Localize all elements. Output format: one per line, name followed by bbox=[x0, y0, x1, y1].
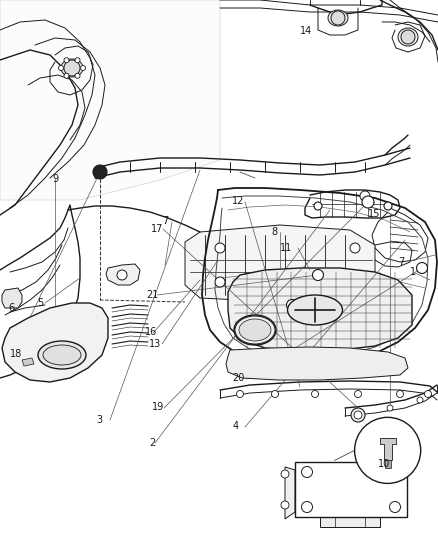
Polygon shape bbox=[226, 347, 408, 380]
Circle shape bbox=[286, 300, 297, 311]
Polygon shape bbox=[228, 268, 412, 350]
Circle shape bbox=[281, 501, 289, 509]
Text: 10: 10 bbox=[378, 459, 390, 469]
Circle shape bbox=[59, 66, 64, 70]
Circle shape bbox=[237, 391, 244, 398]
Circle shape bbox=[362, 196, 374, 208]
Circle shape bbox=[354, 391, 361, 398]
Circle shape bbox=[387, 405, 393, 411]
Circle shape bbox=[301, 466, 312, 478]
Ellipse shape bbox=[328, 10, 348, 26]
Circle shape bbox=[64, 60, 80, 76]
Polygon shape bbox=[0, 0, 220, 200]
Circle shape bbox=[357, 409, 363, 415]
Circle shape bbox=[389, 466, 400, 478]
Circle shape bbox=[281, 470, 289, 478]
Text: 8: 8 bbox=[272, 227, 278, 237]
Text: 3: 3 bbox=[96, 415, 102, 425]
Circle shape bbox=[301, 502, 312, 513]
Circle shape bbox=[215, 277, 225, 287]
Polygon shape bbox=[106, 264, 140, 285]
Circle shape bbox=[351, 408, 365, 422]
Polygon shape bbox=[385, 461, 391, 469]
Text: 15: 15 bbox=[368, 209, 380, 219]
Ellipse shape bbox=[235, 316, 275, 344]
Circle shape bbox=[350, 243, 360, 253]
Ellipse shape bbox=[61, 59, 83, 77]
Polygon shape bbox=[295, 462, 407, 517]
Ellipse shape bbox=[239, 319, 271, 341]
Text: 7: 7 bbox=[162, 216, 168, 226]
Polygon shape bbox=[285, 467, 295, 519]
Circle shape bbox=[314, 202, 322, 210]
Circle shape bbox=[117, 270, 127, 280]
Circle shape bbox=[95, 167, 105, 177]
Circle shape bbox=[355, 417, 420, 483]
Text: 14: 14 bbox=[300, 26, 312, 36]
Text: 16: 16 bbox=[145, 327, 157, 337]
Polygon shape bbox=[380, 438, 396, 461]
Circle shape bbox=[311, 391, 318, 398]
Circle shape bbox=[389, 502, 400, 513]
Text: 13: 13 bbox=[149, 339, 161, 349]
Circle shape bbox=[93, 165, 107, 179]
Polygon shape bbox=[320, 517, 380, 527]
Circle shape bbox=[396, 391, 403, 398]
Circle shape bbox=[417, 262, 427, 273]
Text: 9: 9 bbox=[53, 174, 59, 183]
Circle shape bbox=[360, 191, 370, 201]
Circle shape bbox=[64, 58, 69, 63]
Text: 12: 12 bbox=[232, 197, 244, 206]
Ellipse shape bbox=[287, 295, 343, 325]
Text: 18: 18 bbox=[10, 350, 22, 359]
Ellipse shape bbox=[43, 345, 81, 365]
Text: 21: 21 bbox=[147, 290, 159, 300]
Text: 17: 17 bbox=[151, 224, 163, 234]
Circle shape bbox=[417, 397, 423, 403]
Circle shape bbox=[75, 58, 80, 63]
Text: 19: 19 bbox=[152, 402, 165, 412]
Text: 7: 7 bbox=[399, 257, 405, 267]
Polygon shape bbox=[22, 358, 34, 366]
Polygon shape bbox=[2, 288, 22, 308]
Circle shape bbox=[75, 74, 80, 78]
Ellipse shape bbox=[398, 28, 418, 46]
Circle shape bbox=[424, 391, 431, 398]
Polygon shape bbox=[185, 225, 375, 302]
Circle shape bbox=[81, 66, 85, 70]
Text: 20: 20 bbox=[232, 374, 244, 383]
Ellipse shape bbox=[38, 341, 86, 369]
Circle shape bbox=[64, 74, 69, 78]
Circle shape bbox=[354, 411, 362, 419]
Text: 1: 1 bbox=[410, 267, 416, 277]
Circle shape bbox=[384, 202, 392, 210]
Circle shape bbox=[312, 270, 324, 280]
Circle shape bbox=[272, 391, 279, 398]
Circle shape bbox=[331, 11, 345, 25]
Text: 6: 6 bbox=[9, 303, 15, 312]
Polygon shape bbox=[2, 303, 108, 382]
Text: 4: 4 bbox=[232, 422, 238, 431]
Circle shape bbox=[401, 30, 415, 44]
Text: 2: 2 bbox=[149, 439, 155, 448]
Circle shape bbox=[215, 243, 225, 253]
Text: 11: 11 bbox=[280, 243, 293, 253]
Text: 5: 5 bbox=[37, 298, 43, 308]
